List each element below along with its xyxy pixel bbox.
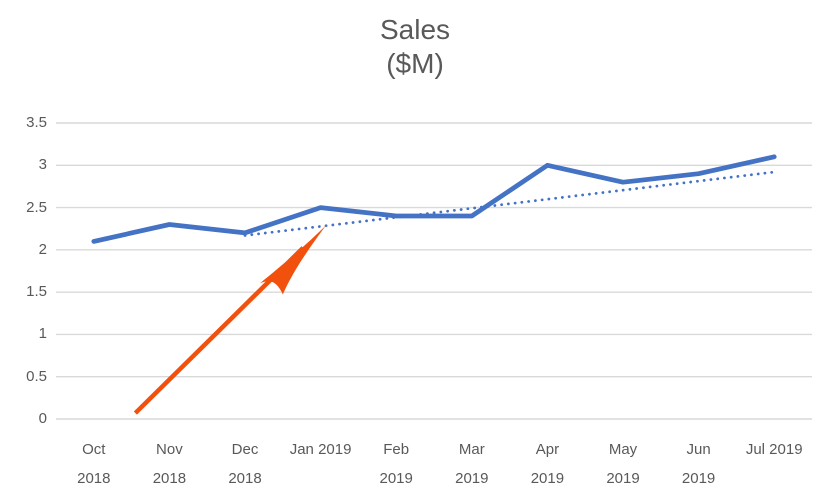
y-tick-label: 0 bbox=[38, 410, 47, 427]
x-tick-label: Feb 2019 bbox=[379, 441, 413, 487]
chart-title-line2: ($M) bbox=[386, 48, 444, 79]
annotation-arrow-head bbox=[259, 225, 326, 295]
y-tick-label: 2.5 bbox=[26, 198, 47, 216]
y-tick-label: 2 bbox=[38, 240, 47, 258]
trendline bbox=[243, 170, 776, 237]
x-tick-label: Mar 2019 bbox=[455, 441, 489, 487]
x-tick-label: Jan 2019 bbox=[289, 441, 352, 458]
chart-title-line1: Sales bbox=[379, 14, 451, 45]
y-tick-label: 0.5 bbox=[26, 367, 47, 385]
x-tick-label: Apr 2019 bbox=[530, 441, 565, 487]
x-tick-label: Jul 2019 bbox=[745, 441, 803, 458]
x-tick-label: Dec 2018 bbox=[228, 441, 262, 487]
y-tick-label: 1.5 bbox=[26, 283, 47, 301]
sales-line bbox=[91, 154, 777, 244]
x-tick-label: Oct 2018 bbox=[77, 441, 111, 487]
x-tick-label: Jun 2019 bbox=[681, 441, 716, 487]
y-tick-label: 3.5 bbox=[26, 114, 47, 131]
chart-title: Sales ($M) bbox=[0, 13, 830, 81]
y-tick-label: 1 bbox=[38, 325, 47, 343]
y-tick-label: 3 bbox=[38, 156, 47, 174]
x-tick-label: Nov 2018 bbox=[152, 441, 187, 487]
x-tick-label: May 2019 bbox=[606, 441, 640, 487]
